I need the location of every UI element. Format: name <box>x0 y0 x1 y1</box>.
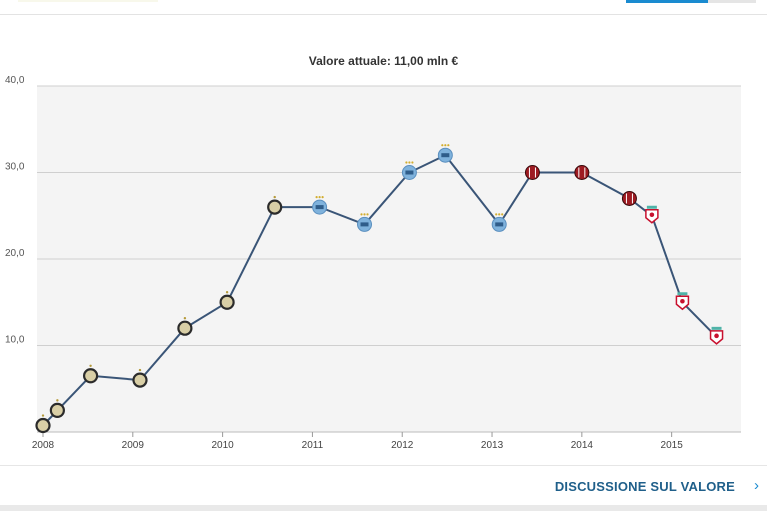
x-tick-label: 2009 <box>122 440 145 451</box>
top-faded-heading <box>18 0 158 2</box>
chevron-right-icon[interactable]: › <box>754 477 759 494</box>
data-point-man-city[interactable] <box>312 196 328 215</box>
x-tick-label: 2008 <box>32 440 55 451</box>
data-point-inter[interactable] <box>132 368 148 388</box>
data-point-liverpool[interactable] <box>709 326 724 345</box>
data-point-liverpool[interactable] <box>645 205 659 224</box>
data-point-milan[interactable] <box>621 190 637 206</box>
x-tick-label: 2010 <box>211 440 234 451</box>
chart-title: Valore attuale: 11,00 mln € <box>308 54 459 68</box>
data-point-milan[interactable] <box>524 165 540 180</box>
data-point-man-city[interactable] <box>491 213 507 232</box>
data-point-man-city[interactable] <box>357 213 373 232</box>
footer-divider <box>0 465 767 466</box>
y-tick-label: 30,0 <box>5 162 25 173</box>
data-point-milan[interactable] <box>574 165 590 180</box>
data-point-man-city[interactable] <box>401 161 417 180</box>
market-value-chart: 10,0 20,0 30,0 40,0 2008 2009 2010 2011 2012 201… <box>5 75 741 451</box>
data-point-inter[interactable] <box>267 195 283 215</box>
data-markers[interactable] <box>35 144 724 434</box>
data-point-inter[interactable] <box>177 317 193 336</box>
data-point-liverpool[interactable] <box>675 292 690 311</box>
y-tick-label: 20,0 <box>5 248 25 259</box>
data-point-inter[interactable] <box>49 399 65 418</box>
view-toggle-active[interactable] <box>626 0 708 3</box>
data-point-inter[interactable] <box>82 364 99 384</box>
grid-lines <box>37 85 741 433</box>
data-point-inter[interactable] <box>35 414 51 434</box>
y-axis-ticks: 10,0 20,0 30,0 40,0 <box>5 75 25 346</box>
x-tick-label: 2014 <box>571 440 594 451</box>
view-toggle-inactive[interactable] <box>708 0 756 3</box>
x-tick-label: 2013 <box>481 440 504 451</box>
y-tick-label: 10,0 <box>5 335 25 346</box>
x-tick-label: 2015 <box>661 440 684 451</box>
top-divider <box>0 14 767 15</box>
data-point-man-city[interactable] <box>437 144 453 163</box>
data-point-inter[interactable] <box>219 291 235 310</box>
value-discussion-link[interactable]: DISCUSSIONE SUL VALORE <box>554 479 735 494</box>
x-axis-ticks: 2008 2009 2010 2011 2012 2013 2014 2015 <box>32 432 683 451</box>
view-toggle[interactable] <box>626 0 756 3</box>
x-tick-label: 2011 <box>302 440 324 451</box>
y-tick-label: 40,0 <box>5 75 25 86</box>
bottom-strip <box>0 505 767 511</box>
x-tick-label: 2012 <box>391 440 414 451</box>
